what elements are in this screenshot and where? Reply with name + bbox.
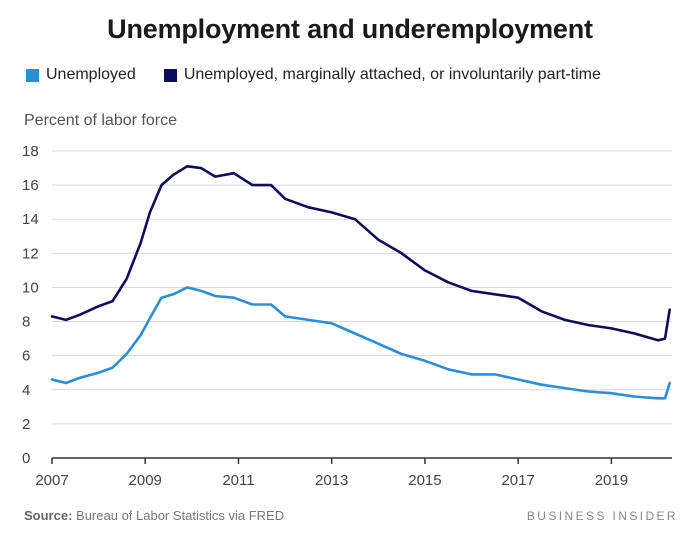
x-tick-label: 2011 xyxy=(222,472,254,489)
y-tick-label: 18 xyxy=(22,143,39,160)
y-tick-label: 6 xyxy=(22,348,30,365)
legend-item-u6: Unemployed, marginally attached, or invo… xyxy=(163,66,601,84)
legend-label-unemployed: Unemployed xyxy=(46,66,136,83)
x-tick-label: 2013 xyxy=(315,472,348,489)
y-tick-label: 16 xyxy=(22,177,39,194)
y-axis-label: Percent of labor force xyxy=(24,112,177,129)
x-tick-label: 2019 xyxy=(595,472,628,489)
x-tick-label: 2009 xyxy=(129,472,162,489)
x-tick-label: 2015 xyxy=(408,472,441,489)
chart-title: Unemployment and underemployment xyxy=(107,14,593,44)
legend: Unemployed Unemployed, marginally attach… xyxy=(26,66,629,84)
y-tick-label: 8 xyxy=(22,314,30,331)
source-note: Source: Bureau of Labor Statistics via F… xyxy=(24,508,284,523)
series-line-unemployed xyxy=(50,286,671,400)
y-tick-label: 0 xyxy=(22,450,30,467)
legend-label-u6: Unemployed, marginally attached, or invo… xyxy=(183,66,601,83)
legend-item-unemployed: Unemployed xyxy=(26,66,136,84)
series-line-u6 xyxy=(50,165,671,342)
y-tick-label: 4 xyxy=(22,382,30,399)
source-label: Source: xyxy=(24,508,73,523)
x-tick-label: 2007 xyxy=(35,472,68,489)
source-text: Bureau of Labor Statistics via FRED xyxy=(76,508,285,523)
x-tick-label: 2017 xyxy=(501,472,534,489)
y-tick-label: 12 xyxy=(22,245,39,262)
y-tick-label: 10 xyxy=(22,279,39,296)
y-tick-label: 2 xyxy=(22,416,30,433)
y-tick-label: 14 xyxy=(22,211,39,228)
legend-swatch-u6 xyxy=(163,68,177,82)
brand-logo: BUSINESS INSIDER xyxy=(526,509,678,523)
legend-swatch-unemployed xyxy=(26,68,39,82)
